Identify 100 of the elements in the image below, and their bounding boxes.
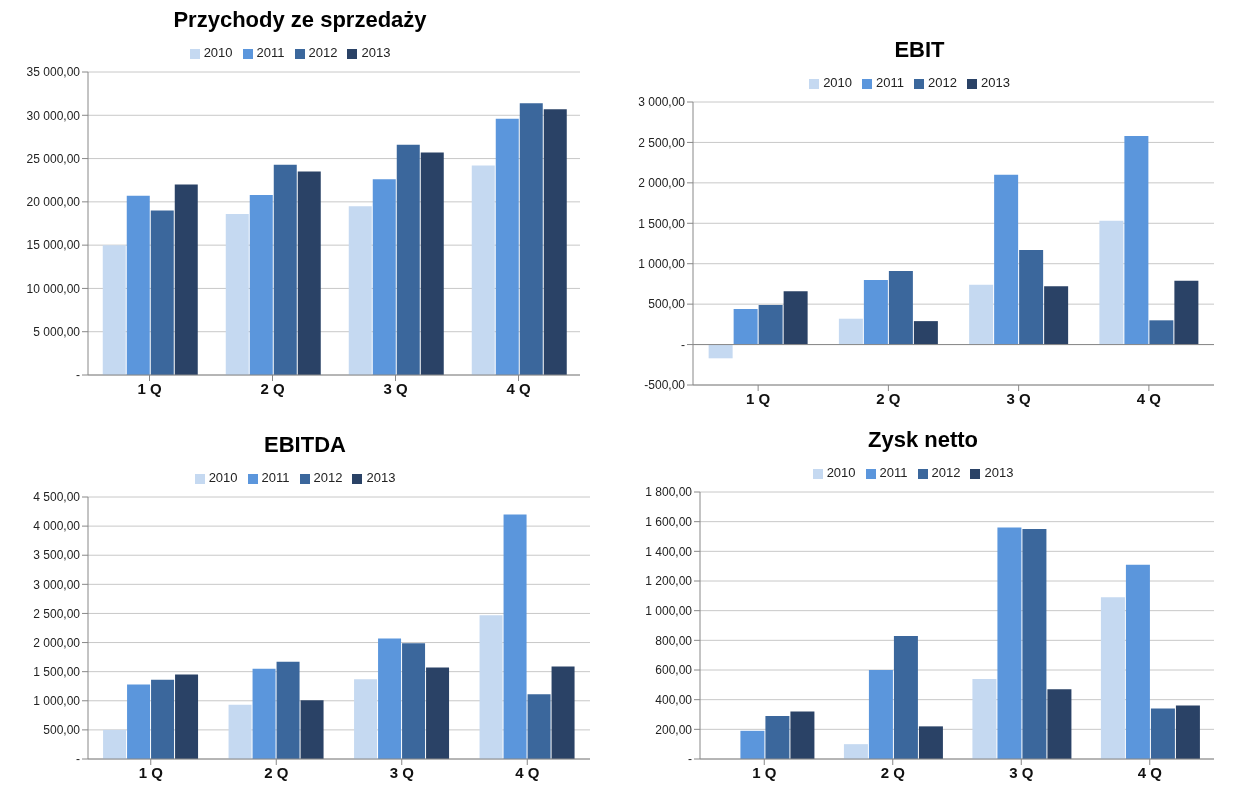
legend-label: 2011 [876, 75, 905, 90]
legend-label: 2012 [308, 45, 338, 60]
bar [249, 194, 273, 375]
x-tick-label: 3 Q [1006, 389, 1032, 407]
legend-label: 2010 [208, 470, 238, 485]
bar [103, 729, 127, 759]
y-tick-label: 30 000,00 [26, 108, 81, 123]
x-tick-label: 3 Q [383, 379, 408, 397]
bar [972, 678, 997, 759]
x-tick-label: 4 Q [1137, 763, 1163, 781]
bar [1175, 705, 1200, 759]
bar [127, 684, 151, 759]
bar [1044, 286, 1069, 345]
bar [273, 164, 297, 375]
bar [396, 144, 420, 375]
bar [765, 715, 790, 759]
y-tick-label: 2 500,00 [638, 135, 686, 150]
y-tick-label: 4 500,00 [33, 490, 81, 505]
chart-title: EBITDA [263, 431, 347, 459]
bar [276, 661, 300, 759]
bar [783, 291, 808, 345]
x-tick-label: 3 Q [1009, 763, 1034, 781]
y-tick-label: 1 000,00 [645, 603, 693, 618]
bar [402, 643, 426, 759]
bar [1149, 320, 1174, 345]
bar [913, 321, 938, 345]
bar [838, 318, 863, 345]
y-tick-label: 3 000,00 [638, 95, 686, 110]
x-tick-label: 2 Q [880, 763, 906, 781]
y-tick-label: - [681, 337, 685, 352]
y-tick-label: 200,00 [655, 722, 693, 737]
x-tick-label: 4 Q [506, 379, 531, 397]
bar [1124, 135, 1149, 345]
bar [1125, 564, 1150, 759]
bar [843, 744, 868, 759]
y-tick-label: 35 000,00 [26, 65, 81, 80]
chart-title: Przychody ze sprzedaży [172, 6, 428, 34]
bar [888, 270, 913, 345]
legend-label: 2013 [361, 45, 391, 60]
bar [151, 679, 175, 759]
bar [252, 668, 276, 759]
x-tick-label: 3 Q [389, 763, 415, 781]
y-tick-label: 2 000,00 [638, 176, 686, 191]
y-tick-label: 1 500,00 [638, 216, 686, 231]
legend-label: 2010 [203, 45, 233, 60]
bar [997, 527, 1022, 759]
bar [495, 118, 519, 375]
y-tick-label: 4 000,00 [33, 519, 81, 534]
legend-label: 2011 [879, 465, 908, 480]
x-tick-label: 2 Q [264, 763, 289, 781]
bar [300, 700, 324, 759]
y-tick-label: 20 000,00 [26, 195, 81, 210]
y-tick-label: 800,00 [655, 633, 693, 648]
chart-title: EBIT [893, 36, 946, 64]
bar [708, 344, 733, 359]
bar [297, 171, 321, 375]
y-tick-label: 2 000,00 [33, 635, 81, 650]
y-tick-label: 15 000,00 [26, 238, 81, 253]
y-tick-label: 2 500,00 [33, 606, 81, 621]
bar [1019, 249, 1044, 345]
chart-title: Zysk netto [867, 426, 979, 454]
bar [1100, 597, 1125, 759]
y-tick-label: 1 400,00 [645, 544, 693, 559]
bar [519, 103, 543, 375]
legend-label: 2011 [261, 470, 290, 485]
y-tick-label: - [76, 368, 80, 383]
x-tick-label: 1 Q [137, 379, 162, 397]
bar [420, 152, 444, 375]
y-tick-label: - [688, 752, 692, 767]
bar [893, 635, 918, 759]
y-tick-label: 1 200,00 [645, 574, 693, 589]
legend-label: 2013 [980, 75, 1010, 90]
legend-label: 2010 [826, 465, 856, 480]
x-tick-label: 2 Q [260, 379, 285, 397]
bar [1022, 529, 1047, 759]
bar [1150, 708, 1175, 759]
x-tick-label: 1 Q [752, 763, 777, 781]
bar [150, 210, 174, 375]
bar [527, 694, 551, 759]
bar [733, 308, 758, 345]
y-tick-label: 500,00 [648, 297, 686, 312]
bar [740, 730, 765, 759]
bar [426, 667, 450, 759]
bar [790, 711, 815, 759]
bar [126, 195, 150, 375]
legend-label: 2010 [823, 75, 853, 90]
bar [1047, 689, 1072, 759]
x-tick-label: 4 Q [1136, 389, 1162, 407]
y-tick-label: 5 000,00 [33, 324, 81, 339]
bar [372, 179, 396, 375]
x-tick-label: 1 Q [138, 763, 164, 781]
y-tick-label: 1 800,00 [645, 485, 693, 500]
bar [228, 704, 252, 759]
y-tick-label: 3 500,00 [33, 548, 81, 563]
bar [174, 184, 198, 375]
x-tick-label: 1 Q [746, 389, 771, 407]
y-tick-label: 3 000,00 [33, 577, 81, 592]
bar [503, 514, 527, 759]
bar [348, 206, 372, 375]
bar [994, 174, 1019, 345]
